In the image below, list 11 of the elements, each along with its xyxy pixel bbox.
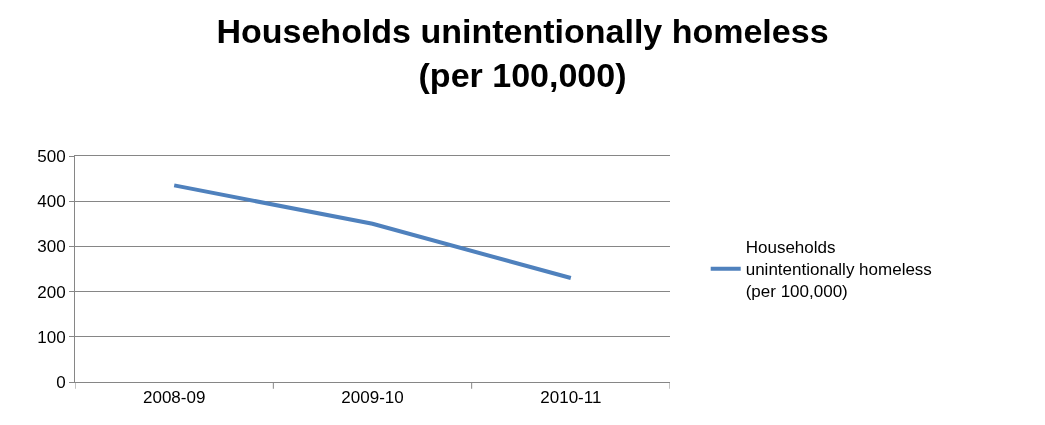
y-tick-label: 100	[37, 327, 66, 347]
chart-title: Households unintentionally homeless (per 100,000)	[216, 11, 829, 94]
x-tick-label: 2010-11	[540, 388, 602, 408]
y-tick-label: 200	[37, 282, 66, 302]
y-tick-label: 0	[56, 372, 66, 392]
y-tick-label: 500	[37, 146, 66, 166]
x-tick-label: 2008-09	[142, 388, 206, 408]
x-tick-label: 2009-10	[341, 388, 404, 408]
y-tick-label: 300	[37, 237, 66, 257]
legend-label: Households unintentionally homeless (per 100,000)	[745, 238, 932, 302]
y-tick-label: 400	[37, 192, 66, 212]
